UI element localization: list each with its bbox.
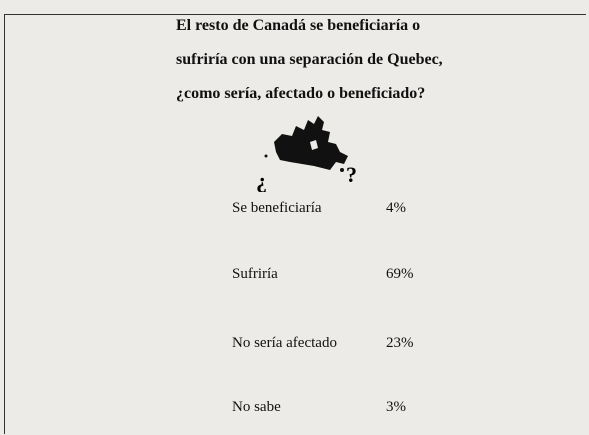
frame [4, 14, 586, 434]
row-label: No sabe [232, 399, 281, 415]
row-label: Sufriría [232, 266, 278, 282]
map-dot [264, 154, 268, 158]
row-label: Se beneficiaría [232, 200, 322, 216]
map-mark: ¿ [256, 168, 267, 192]
canada-map: ¿ ? [256, 116, 357, 192]
map-mark: ? [346, 162, 357, 187]
title: El resto de Canadá se beneficiaría o suf… [176, 12, 443, 114]
row-label: No sería afectado [232, 335, 337, 351]
row-value: 4% [386, 200, 406, 216]
row-value: 69% [386, 266, 414, 282]
row-value: 3% [386, 399, 406, 415]
row-value: 23% [386, 335, 414, 351]
map-dot [340, 168, 344, 172]
hudson-bay [310, 140, 318, 150]
title-line: El resto de Canadá se beneficiaría o [176, 17, 421, 34]
title-line: sufriría con una separación de Quebec, [176, 51, 443, 68]
title-line: ¿como sería, afectado o beneficiado? [176, 85, 426, 102]
